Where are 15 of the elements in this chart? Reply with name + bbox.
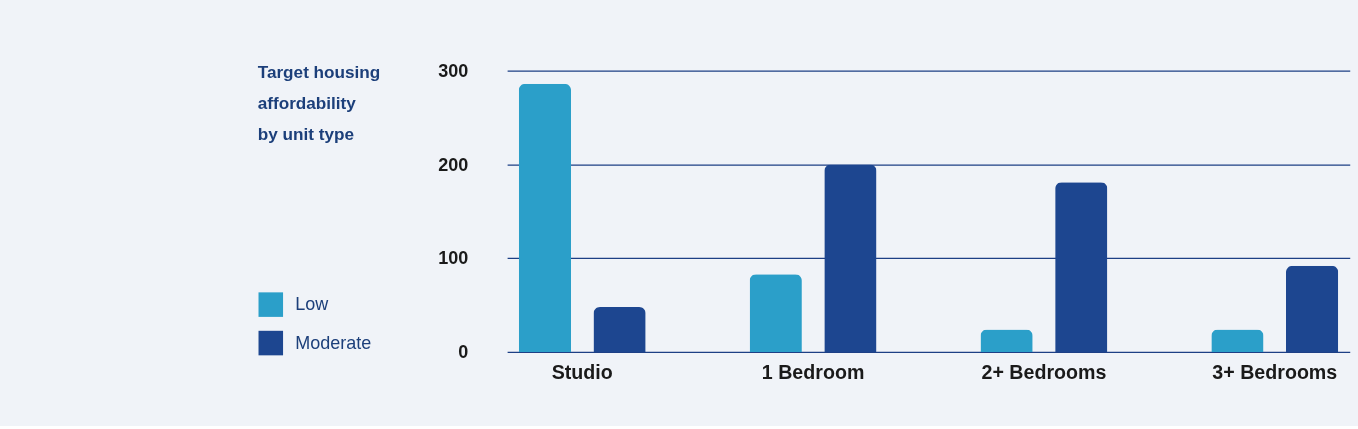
y-tick-label: 300 [438, 60, 469, 81]
legend-label: Moderate [295, 332, 372, 353]
y-tick-label: 100 [438, 248, 469, 269]
y-tick-label: 200 [438, 154, 469, 175]
legend-label: Low [295, 294, 330, 315]
x-tick-label: 2+ Bedrooms [981, 361, 1107, 384]
bar [980, 329, 1033, 353]
bar [1211, 329, 1264, 353]
x-tick-label: Studio [551, 361, 613, 384]
bar [749, 274, 802, 353]
x-tick-label: 3+ Bedrooms [1212, 361, 1338, 384]
y-tick-label: 0 [458, 342, 469, 363]
text: Target housing affordability by unit type [257, 62, 381, 145]
bar [518, 83, 572, 353]
x-tick-label: 1 Bedroom [761, 361, 865, 384]
